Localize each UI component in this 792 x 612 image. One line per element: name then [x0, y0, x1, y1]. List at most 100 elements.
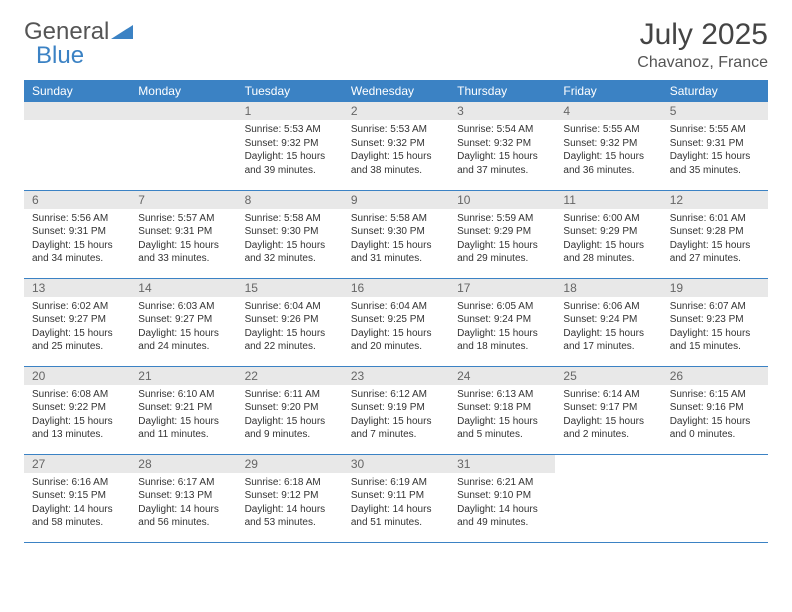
sunrise: Sunrise: 6:11 AM	[245, 388, 335, 402]
sunset: Sunset: 9:30 PM	[245, 225, 335, 239]
daylight-line1: Daylight: 15 hours	[457, 150, 547, 164]
weekday-header: Monday	[130, 80, 236, 102]
sunrise: Sunrise: 6:04 AM	[351, 300, 441, 314]
calendar-header-row: SundayMondayTuesdayWednesdayThursdayFrid…	[24, 80, 768, 102]
calendar-week: 1Sunrise: 5:53 AMSunset: 9:32 PMDaylight…	[24, 102, 768, 190]
day-content: Sunrise: 6:08 AMSunset: 9:22 PMDaylight:…	[24, 385, 130, 448]
calendar-cell	[24, 102, 130, 190]
location: Chavanoz, France	[637, 54, 768, 72]
sunrise: Sunrise: 6:21 AM	[457, 476, 547, 490]
daylight-line1: Daylight: 15 hours	[245, 327, 335, 341]
sunrise: Sunrise: 5:57 AM	[138, 212, 228, 226]
day-number: 22	[237, 367, 343, 385]
daylight-line2: and 39 minutes.	[245, 164, 335, 178]
weekday-header: Thursday	[449, 80, 555, 102]
day-number: 14	[130, 279, 236, 297]
sunrise: Sunrise: 6:19 AM	[351, 476, 441, 490]
sunrise: Sunrise: 5:56 AM	[32, 212, 122, 226]
daylight-line1: Daylight: 14 hours	[138, 503, 228, 517]
daylight-line2: and 7 minutes.	[351, 428, 441, 442]
calendar-cell: 28Sunrise: 6:17 AMSunset: 9:13 PMDayligh…	[130, 454, 236, 542]
day-number: 24	[449, 367, 555, 385]
daylight-line2: and 28 minutes.	[563, 252, 653, 266]
logo-triangle-icon	[111, 21, 133, 44]
sunrise: Sunrise: 5:58 AM	[351, 212, 441, 226]
daylight-line2: and 25 minutes.	[32, 340, 122, 354]
calendar-cell: 1Sunrise: 5:53 AMSunset: 9:32 PMDaylight…	[237, 102, 343, 190]
sunrise: Sunrise: 5:54 AM	[457, 123, 547, 137]
calendar-cell: 8Sunrise: 5:58 AMSunset: 9:30 PMDaylight…	[237, 190, 343, 278]
sunset: Sunset: 9:24 PM	[563, 313, 653, 327]
sunset: Sunset: 9:19 PM	[351, 401, 441, 415]
sunset: Sunset: 9:18 PM	[457, 401, 547, 415]
daylight-line1: Daylight: 14 hours	[32, 503, 122, 517]
day-number: 18	[555, 279, 661, 297]
sunset: Sunset: 9:13 PM	[138, 489, 228, 503]
sunrise: Sunrise: 6:08 AM	[32, 388, 122, 402]
day-content: Sunrise: 6:01 AMSunset: 9:28 PMDaylight:…	[662, 209, 768, 272]
daylight-line2: and 11 minutes.	[138, 428, 228, 442]
daylight-line1: Daylight: 15 hours	[351, 327, 441, 341]
calendar-cell: 27Sunrise: 6:16 AMSunset: 9:15 PMDayligh…	[24, 454, 130, 542]
weekday-header: Sunday	[24, 80, 130, 102]
daylight-line2: and 38 minutes.	[351, 164, 441, 178]
sunrise: Sunrise: 6:04 AM	[245, 300, 335, 314]
daylight-line2: and 0 minutes.	[670, 428, 760, 442]
day-content: Sunrise: 6:16 AMSunset: 9:15 PMDaylight:…	[24, 473, 130, 536]
daylight-line2: and 56 minutes.	[138, 516, 228, 530]
calendar-cell: 13Sunrise: 6:02 AMSunset: 9:27 PMDayligh…	[24, 278, 130, 366]
sunrise: Sunrise: 6:16 AM	[32, 476, 122, 490]
daylight-line2: and 27 minutes.	[670, 252, 760, 266]
day-content: Sunrise: 5:56 AMSunset: 9:31 PMDaylight:…	[24, 209, 130, 272]
sunset: Sunset: 9:28 PM	[670, 225, 760, 239]
day-number: 19	[662, 279, 768, 297]
calendar-cell: 21Sunrise: 6:10 AMSunset: 9:21 PMDayligh…	[130, 366, 236, 454]
daylight-line1: Daylight: 15 hours	[563, 415, 653, 429]
daylight-line2: and 31 minutes.	[351, 252, 441, 266]
daylight-line2: and 17 minutes.	[563, 340, 653, 354]
calendar-cell: 10Sunrise: 5:59 AMSunset: 9:29 PMDayligh…	[449, 190, 555, 278]
calendar-cell: 19Sunrise: 6:07 AMSunset: 9:23 PMDayligh…	[662, 278, 768, 366]
daylight-line1: Daylight: 15 hours	[138, 415, 228, 429]
sunset: Sunset: 9:15 PM	[32, 489, 122, 503]
calendar-week: 27Sunrise: 6:16 AMSunset: 9:15 PMDayligh…	[24, 454, 768, 542]
daylight-line1: Daylight: 14 hours	[245, 503, 335, 517]
day-content: Sunrise: 6:12 AMSunset: 9:19 PMDaylight:…	[343, 385, 449, 448]
day-number: 4	[555, 102, 661, 120]
sunrise: Sunrise: 5:53 AM	[245, 123, 335, 137]
sunrise: Sunrise: 5:58 AM	[245, 212, 335, 226]
day-content: Sunrise: 6:15 AMSunset: 9:16 PMDaylight:…	[662, 385, 768, 448]
day-content: Sunrise: 6:13 AMSunset: 9:18 PMDaylight:…	[449, 385, 555, 448]
daylight-line1: Daylight: 15 hours	[563, 150, 653, 164]
weekday-header: Tuesday	[237, 80, 343, 102]
day-number: 16	[343, 279, 449, 297]
daylight-line1: Daylight: 15 hours	[670, 150, 760, 164]
day-number: 20	[24, 367, 130, 385]
day-number: 28	[130, 455, 236, 473]
day-number: 1	[237, 102, 343, 120]
daylight-line1: Daylight: 15 hours	[563, 239, 653, 253]
sunset: Sunset: 9:23 PM	[670, 313, 760, 327]
calendar-cell: 23Sunrise: 6:12 AMSunset: 9:19 PMDayligh…	[343, 366, 449, 454]
calendar-table: SundayMondayTuesdayWednesdayThursdayFrid…	[24, 80, 768, 543]
calendar-cell: 29Sunrise: 6:18 AMSunset: 9:12 PMDayligh…	[237, 454, 343, 542]
calendar-week: 20Sunrise: 6:08 AMSunset: 9:22 PMDayligh…	[24, 366, 768, 454]
day-content: Sunrise: 6:19 AMSunset: 9:11 PMDaylight:…	[343, 473, 449, 536]
daylight-line2: and 37 minutes.	[457, 164, 547, 178]
calendar-cell: 9Sunrise: 5:58 AMSunset: 9:30 PMDaylight…	[343, 190, 449, 278]
sunrise: Sunrise: 6:10 AM	[138, 388, 228, 402]
daylight-line1: Daylight: 15 hours	[138, 239, 228, 253]
sunset: Sunset: 9:29 PM	[563, 225, 653, 239]
day-number: 31	[449, 455, 555, 473]
sunset: Sunset: 9:27 PM	[32, 313, 122, 327]
daylight-line2: and 2 minutes.	[563, 428, 653, 442]
day-content: Sunrise: 5:54 AMSunset: 9:32 PMDaylight:…	[449, 120, 555, 183]
sunrise: Sunrise: 6:12 AM	[351, 388, 441, 402]
sunset: Sunset: 9:21 PM	[138, 401, 228, 415]
calendar-cell: 18Sunrise: 6:06 AMSunset: 9:24 PMDayligh…	[555, 278, 661, 366]
day-content: Sunrise: 6:06 AMSunset: 9:24 PMDaylight:…	[555, 297, 661, 360]
weekday-header: Saturday	[662, 80, 768, 102]
day-content: Sunrise: 5:57 AMSunset: 9:31 PMDaylight:…	[130, 209, 236, 272]
day-number: 9	[343, 191, 449, 209]
day-number: 26	[662, 367, 768, 385]
